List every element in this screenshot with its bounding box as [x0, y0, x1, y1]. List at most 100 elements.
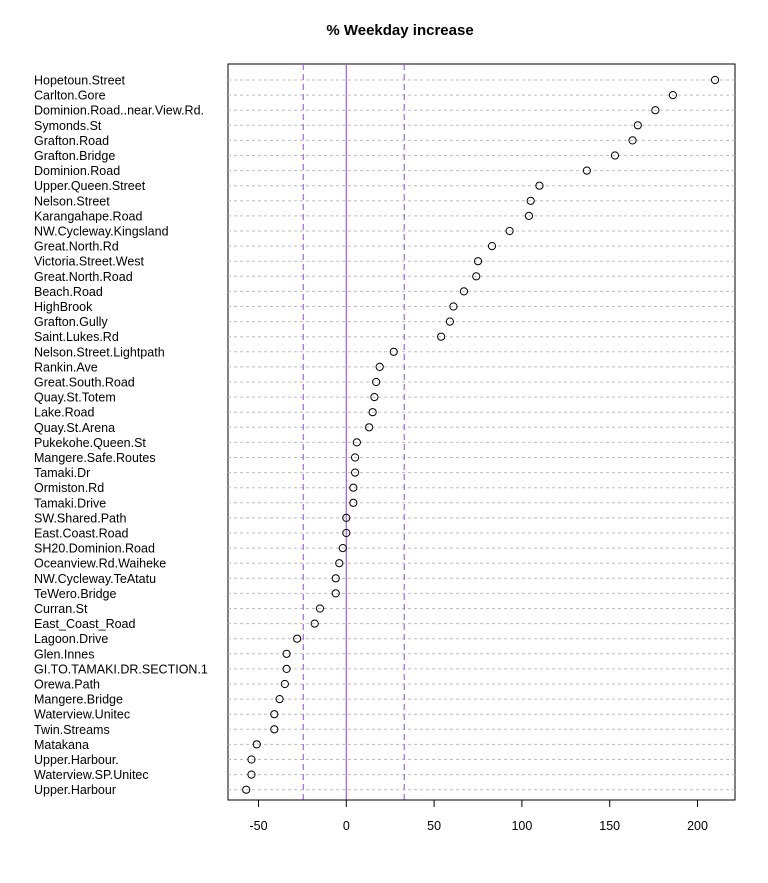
category-label: NW.Cycleway.Kingsland — [34, 225, 169, 239]
data-point — [247, 770, 256, 779]
x-tick-label: 200 — [687, 819, 708, 833]
category-label: Glen.Innes — [34, 647, 94, 661]
chart-title: % Weekday increase — [326, 22, 474, 39]
x-tick-label: 100 — [511, 819, 532, 833]
category-label: East_Coast_Road — [34, 617, 136, 631]
data-point — [445, 317, 455, 326]
x-axis: -50 0 50 100 150 200 — [249, 799, 708, 833]
data-point — [350, 468, 360, 477]
category-label: Grafton.Gully — [34, 315, 108, 329]
category-label: Quay.St.Arena — [34, 421, 115, 435]
category-label: Karangahape.Road — [34, 209, 142, 223]
data-point — [449, 302, 458, 311]
data-point — [350, 453, 360, 462]
category-label: Upper.Harbour — [34, 783, 116, 797]
data-point — [524, 211, 534, 220]
data-point — [372, 377, 381, 387]
category-label: Orewa.Path — [34, 678, 100, 692]
category-label: Waterview.Unitec — [34, 708, 130, 722]
data-point — [280, 679, 289, 689]
data-point — [242, 785, 251, 794]
x-tick-label: 50 — [427, 819, 441, 833]
category-label: Great.North.Rd — [34, 240, 119, 254]
data-point — [282, 649, 291, 658]
data-point — [375, 362, 384, 371]
data-point — [535, 181, 544, 190]
data-point — [505, 226, 514, 236]
data-point — [338, 544, 347, 553]
data-point — [628, 136, 637, 145]
data-point — [710, 75, 720, 85]
data-point — [473, 257, 483, 266]
data-point — [352, 438, 361, 447]
data-point — [368, 408, 377, 417]
category-label: Nelson.Street — [34, 194, 110, 208]
data-point — [610, 151, 620, 160]
data-point — [437, 332, 446, 341]
category-label: Beach.Road — [34, 285, 103, 299]
category-label: Matakana — [34, 738, 89, 752]
category-label: Ormiston.Rd — [34, 481, 104, 495]
x-tick-label: 0 — [343, 819, 350, 833]
category-label: Symonds.St — [34, 119, 102, 133]
data-point — [270, 710, 279, 719]
data-point — [633, 121, 642, 130]
category-label: Mangere.Safe.Routes — [34, 451, 156, 465]
category-label: Curran.St — [34, 602, 88, 616]
data-point — [651, 106, 660, 115]
data-point — [342, 513, 351, 523]
data-point — [310, 619, 319, 628]
category-label: Oceanview.Rd.Waiheke — [34, 557, 166, 571]
category-label: GI.TO.TAMAKI.DR.SECTION.1 — [34, 662, 208, 676]
data-point — [389, 347, 398, 356]
data-point — [487, 242, 497, 251]
category-label: Upper.Harbour. — [34, 753, 119, 767]
x-tick-label: -50 — [249, 819, 267, 833]
category-label: Saint.Lukes.Rd — [34, 330, 119, 344]
category-label: Great.North.Road — [34, 270, 133, 284]
gridlines — [228, 79, 735, 791]
category-label: NW.Cycleway.TeAtatu — [34, 572, 156, 586]
category-label: Mangere.Bridge — [34, 693, 123, 707]
category-labels: Hopetoun.StreetCarlton.GoreDominion.Road… — [34, 74, 208, 798]
category-label: Carlton.Gore — [34, 89, 106, 103]
data-point — [582, 166, 591, 175]
data-point — [275, 695, 284, 704]
category-label: HighBrook — [34, 300, 93, 314]
category-label: Waterview.SP.Unitec — [34, 768, 149, 782]
data-point — [331, 574, 340, 583]
category-label: Nelson.Street.Lightpath — [34, 345, 165, 359]
data-point — [315, 604, 325, 613]
category-label: Hopetoun.Street — [34, 74, 126, 88]
category-label: Victoria.Street.West — [34, 255, 145, 269]
data-point — [370, 393, 379, 402]
x-tick-label: 150 — [599, 819, 620, 833]
reference-lines — [302, 64, 405, 800]
category-label: Lagoon.Drive — [34, 632, 108, 646]
category-label: Upper.Queen.Street — [34, 179, 146, 193]
data-point — [331, 589, 340, 598]
data-points — [242, 75, 720, 794]
data-point — [335, 559, 344, 568]
data-point — [472, 272, 481, 281]
category-label: Grafton.Bridge — [34, 149, 115, 163]
category-label: Tamaki.Dr — [34, 466, 90, 480]
data-point — [668, 91, 678, 100]
category-label: Grafton.Road — [34, 134, 109, 148]
category-label: Dominion.Road — [34, 164, 120, 178]
data-point — [247, 755, 256, 764]
data-point — [342, 528, 351, 538]
data-point — [526, 196, 535, 205]
category-label: Twin.Streams — [34, 723, 110, 737]
category-label: SW.Shared.Path — [34, 511, 126, 525]
data-point — [349, 483, 358, 492]
category-label: Pukekohe.Queen.St — [34, 436, 146, 450]
data-point — [365, 423, 374, 432]
category-label: East.Coast.Road — [34, 527, 129, 541]
data-point — [252, 740, 261, 749]
category-label: Quay.St.Totem — [34, 391, 116, 405]
category-label: Dominion.Road..near.View.Rd. — [34, 104, 204, 118]
data-point — [282, 664, 291, 674]
category-label: Great.South.Road — [34, 376, 135, 390]
